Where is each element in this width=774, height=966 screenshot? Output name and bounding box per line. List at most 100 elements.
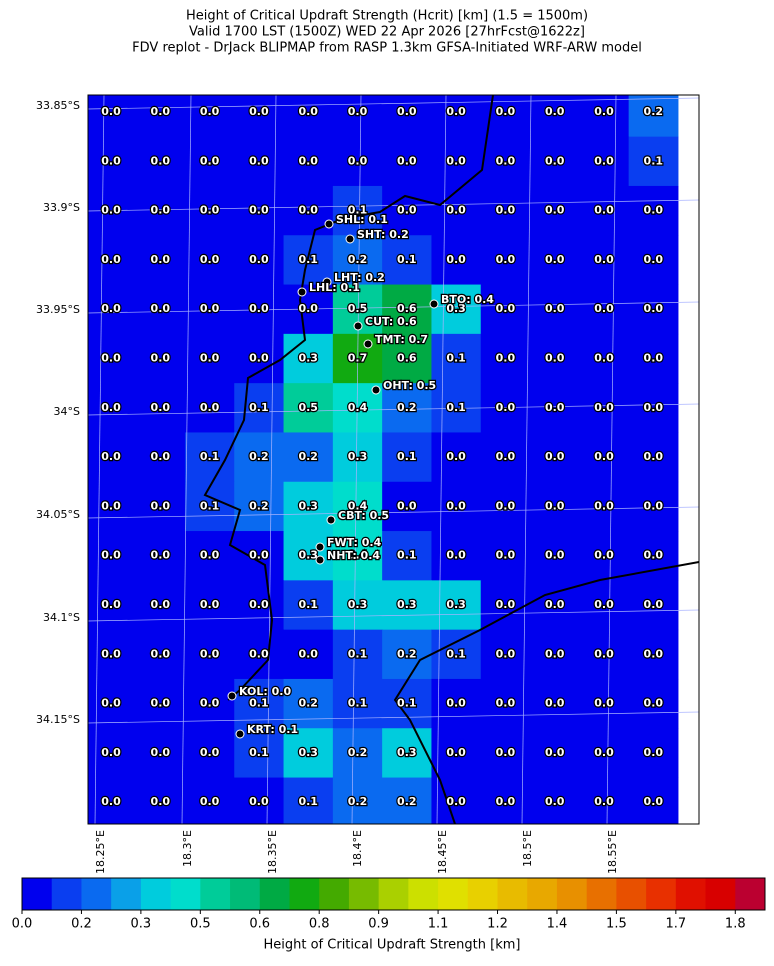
- colorbar-bin: [408, 878, 439, 910]
- site-marker: [371, 385, 381, 395]
- grid-cell: [628, 432, 679, 483]
- cell-value: 0.0: [298, 302, 318, 315]
- grid-cell: [135, 284, 186, 335]
- cell-value: 0.1: [348, 204, 368, 217]
- cell-value: 0.0: [446, 105, 466, 118]
- cell-value: 0.2: [348, 746, 368, 759]
- colorbar-tick-label: 0.6: [249, 917, 270, 932]
- cell-value: 0.0: [249, 598, 269, 611]
- grid-cell: [579, 383, 630, 433]
- grid-cell: [184, 580, 235, 631]
- cell-value: 0.0: [397, 105, 417, 118]
- cell-value: 0.0: [101, 598, 121, 611]
- cell-value: 0.0: [545, 697, 565, 710]
- cell-value: 0.0: [101, 204, 121, 217]
- cell-value: 0.0: [151, 105, 171, 118]
- grid-cell: [184, 481, 235, 532]
- cell-value: 0.2: [249, 499, 269, 512]
- cell-value: 0.0: [200, 401, 220, 414]
- cell-value: 0.0: [101, 499, 121, 512]
- cell-value: 0.0: [249, 647, 269, 660]
- cell-value: 0.0: [594, 598, 614, 611]
- lat-label: 34.05°S: [36, 508, 80, 521]
- grid-cell: [530, 333, 580, 384]
- cell-value: 0.1: [249, 697, 269, 710]
- grid-cell: [480, 185, 531, 236]
- grid-cell: [480, 728, 531, 779]
- cell-value: 0.0: [151, 598, 171, 611]
- cell-value: 0.0: [644, 204, 664, 217]
- grid-cell: [184, 777, 235, 824]
- cell-value: 0.0: [200, 598, 220, 611]
- grid-cell: [332, 235, 383, 286]
- grid-cell: [135, 136, 186, 187]
- site-label: FWT: 0.4: [327, 536, 382, 549]
- grid-cell: [480, 432, 531, 483]
- colorbar-bin: [81, 878, 112, 910]
- colorbar-bin: [170, 878, 201, 910]
- cell-value: 0.0: [446, 154, 466, 167]
- colorbar-bin: [467, 878, 499, 910]
- grid-cell: [431, 777, 482, 824]
- grid-cell: [88, 136, 137, 187]
- grid-cell: [234, 333, 285, 384]
- cell-value: 0.0: [200, 105, 220, 118]
- lon-label: 18.45°E: [436, 830, 449, 874]
- cell-value: 0.0: [545, 795, 565, 808]
- grid-cell: [579, 481, 630, 532]
- grid-cell: [184, 136, 235, 187]
- grid-cell: [431, 531, 482, 581]
- grid-cell: [480, 333, 531, 384]
- cell-value: 0.0: [151, 253, 171, 266]
- cell-value: 0.1: [298, 795, 318, 808]
- site-marker: [353, 321, 363, 331]
- grid-cell: [283, 432, 334, 483]
- lon-label: 18.35°E: [266, 830, 279, 874]
- grid-cell: [382, 580, 432, 631]
- grid-cell: [579, 678, 630, 729]
- grid-cell: [135, 678, 186, 729]
- grid-cell: [234, 136, 285, 187]
- cell-value: 0.0: [249, 253, 269, 266]
- cell-value: 0.0: [200, 746, 220, 759]
- grid-cell: [283, 383, 334, 433]
- site-marker: [363, 339, 373, 349]
- cell-value: 0.0: [594, 499, 614, 512]
- grid-cell: [184, 728, 235, 779]
- cell-value: 0.0: [594, 352, 614, 365]
- grid-cell: [530, 235, 580, 286]
- site-marker: [315, 555, 325, 565]
- cell-value: 0.0: [249, 204, 269, 217]
- cell-value: 0.0: [151, 795, 171, 808]
- cell-value: 0.0: [496, 253, 516, 266]
- grid-cell: [332, 136, 383, 187]
- cell-value: 0.0: [644, 499, 664, 512]
- grid-cell: [382, 531, 432, 581]
- grid-cell: [382, 728, 432, 779]
- grid-cell: [480, 136, 531, 187]
- site-marker: [227, 691, 237, 701]
- cell-value: 0.3: [298, 499, 318, 512]
- site-marker: [315, 542, 325, 552]
- cell-value: 0.4: [348, 549, 368, 562]
- grid-cell: [88, 580, 137, 631]
- cell-value: 0.1: [446, 647, 466, 660]
- site-marker: [326, 515, 336, 525]
- cell-value: 0.0: [594, 253, 614, 266]
- cell-value: 0.0: [496, 499, 516, 512]
- colorbar-tick-label: 1.4: [547, 917, 568, 932]
- grid-cell: [135, 728, 186, 779]
- grid-cell: [234, 235, 285, 286]
- grid-cell: [628, 383, 679, 433]
- colorbar-bin: [378, 878, 409, 910]
- cell-value: 0.0: [200, 697, 220, 710]
- cell-value: 0.0: [644, 647, 664, 660]
- cell-value: 0.0: [151, 352, 171, 365]
- cell-value: 0.1: [397, 549, 417, 562]
- grid-cell: [332, 678, 383, 729]
- grid-cell: [135, 333, 186, 384]
- map-frame: [87, 94, 700, 825]
- cell-value: 0.0: [644, 795, 664, 808]
- grid-cell: [579, 235, 630, 286]
- colorbar-bin: [497, 878, 528, 910]
